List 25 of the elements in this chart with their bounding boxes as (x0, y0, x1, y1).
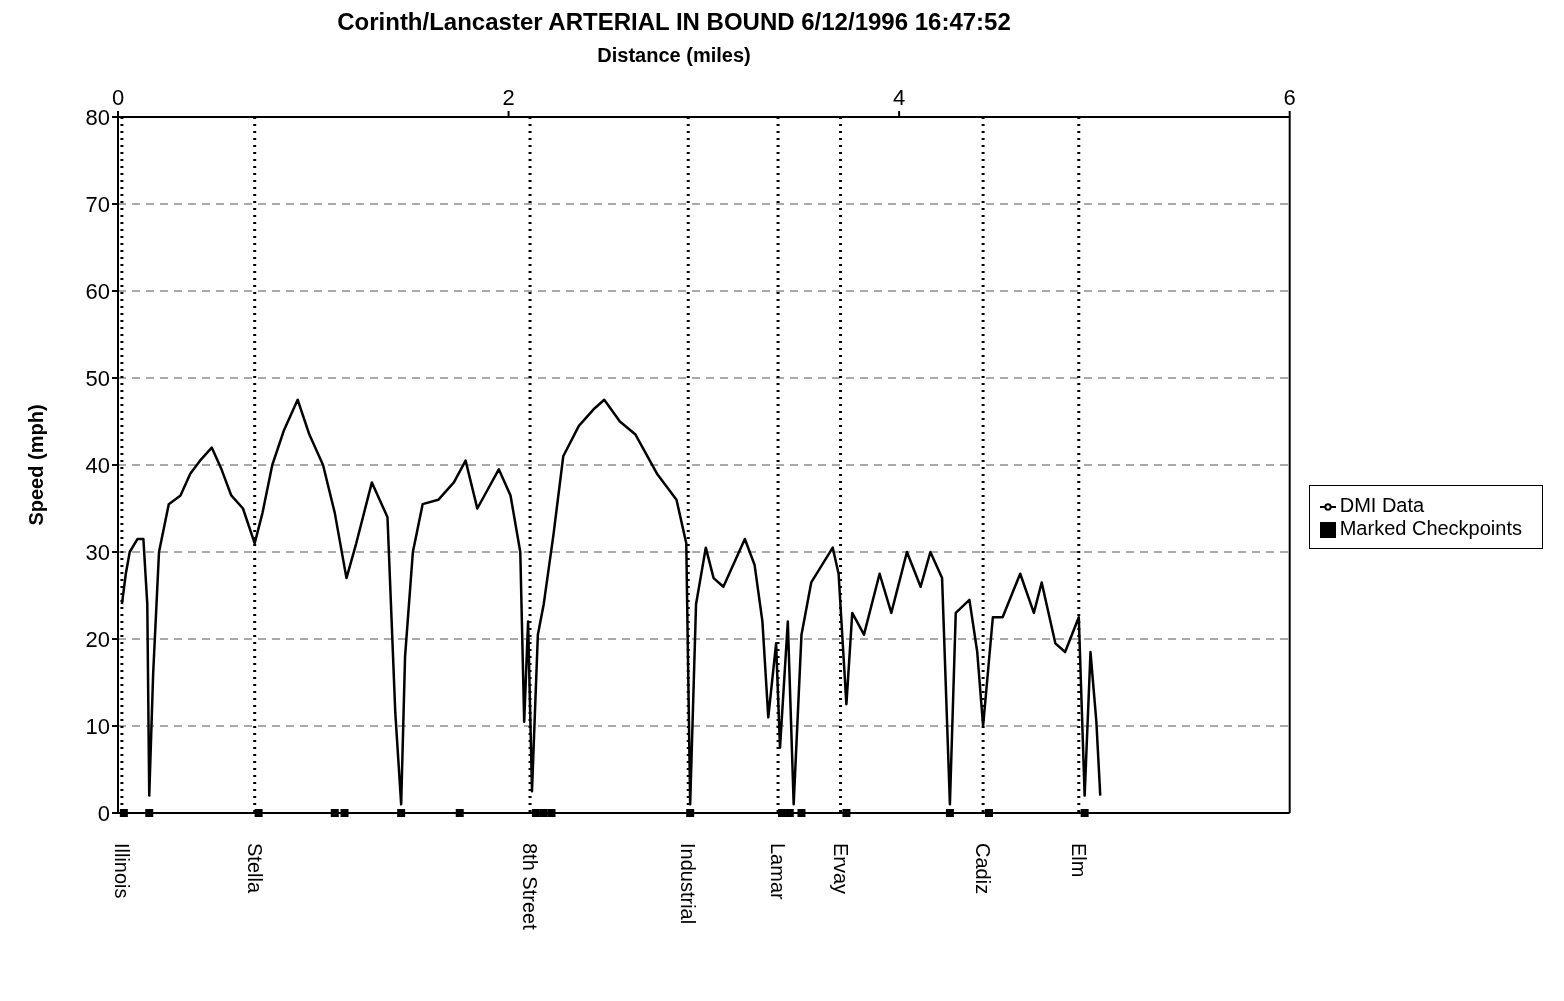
ref-line-label: Illinois (110, 843, 133, 899)
legend-label: Marked Checkpoints (1339, 517, 1522, 539)
y-axis-title: Speed (mph) (25, 404, 48, 526)
legend-label: DMI Data (1339, 494, 1425, 516)
ref-line-label: 8th Street (519, 843, 542, 931)
y-tick-label: 80 (85, 104, 110, 130)
y-tick-label: 60 (85, 278, 110, 304)
x-tick-label: 6 (1283, 85, 1296, 110)
y-tick-label: 50 (85, 365, 110, 391)
y-tick-label: 30 (85, 539, 110, 565)
chart-title: Corinth/Lancaster ARTERIAL IN BOUND 6/12/1996 16:47:52 (336, 8, 1012, 36)
ref-line-label: Industrial (677, 843, 700, 925)
x-axis-title: Distance (miles) (596, 44, 752, 67)
y-tick-label: 40 (85, 452, 110, 478)
y-tick-label: 70 (85, 191, 110, 217)
x-tick-label: 4 (893, 85, 906, 110)
ref-line-label: Elm (1067, 843, 1090, 878)
ref-line-label: Stella (243, 843, 266, 894)
y-tick-label: 20 (85, 626, 110, 652)
ref-line-label: Cadiz (972, 843, 995, 895)
ref-line-label: Lamar (767, 843, 790, 901)
y-tick-label: 10 (85, 713, 110, 739)
x-tick-label: 2 (502, 85, 515, 110)
y-tick-label: 0 (97, 800, 110, 826)
ref-line-label: Ervay (829, 843, 852, 895)
